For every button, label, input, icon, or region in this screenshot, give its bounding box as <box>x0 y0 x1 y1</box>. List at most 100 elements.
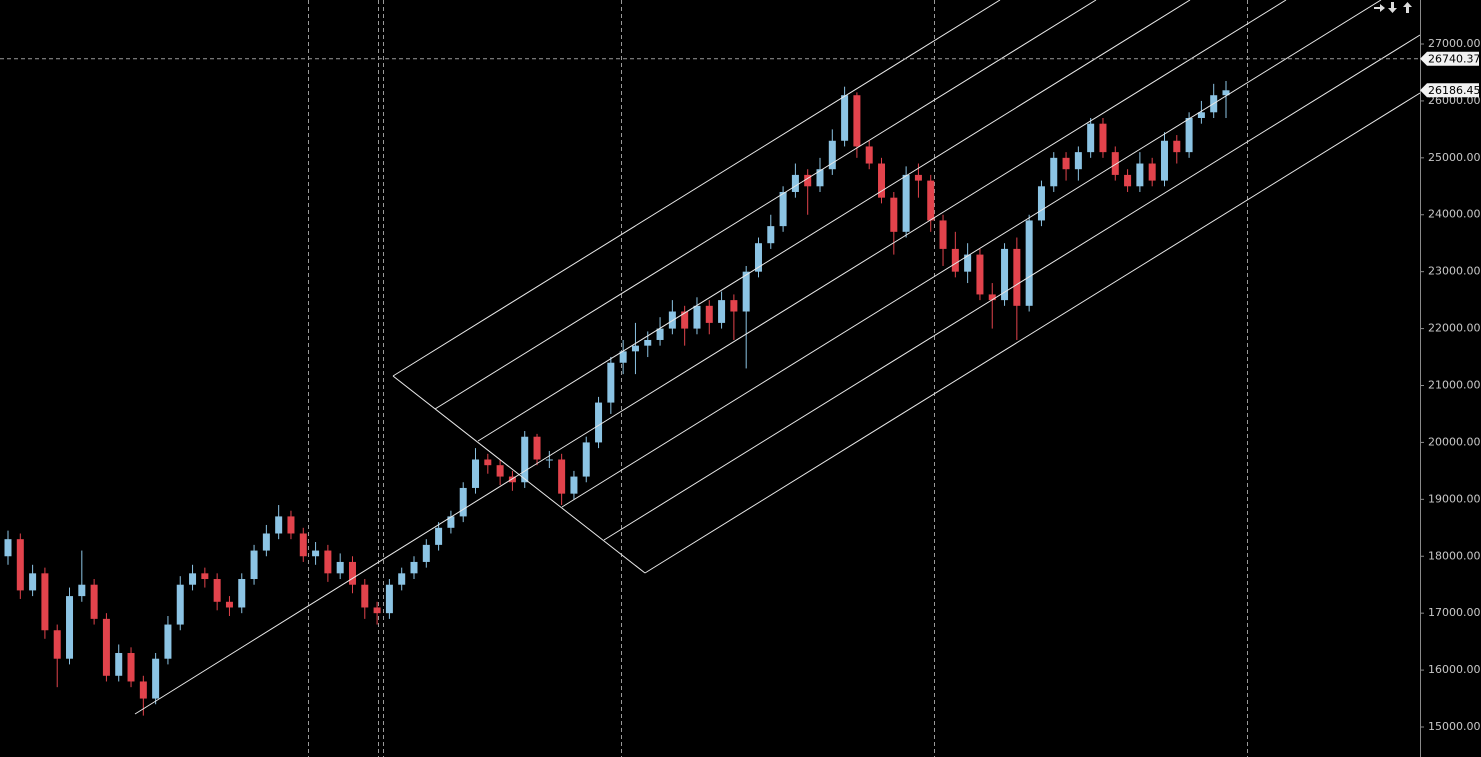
candle-body <box>373 607 381 614</box>
arrow-right[interactable] <box>1374 4 1385 12</box>
candle-body <box>53 630 61 659</box>
candle-body <box>299 533 307 557</box>
candle-body <box>225 601 233 608</box>
candle-body <box>558 459 566 494</box>
y-tick-label: 15000.00 <box>1428 720 1481 733</box>
candle-body <box>964 254 972 272</box>
candle-body <box>16 539 24 591</box>
candle-body <box>287 516 295 534</box>
candle-body <box>718 300 726 323</box>
candle-body <box>422 544 430 562</box>
candle-body <box>1050 157 1058 187</box>
candle-body <box>336 561 344 574</box>
candle-body <box>570 476 578 494</box>
candle-body <box>238 579 246 608</box>
candle-body <box>250 550 258 580</box>
candle-body <box>127 653 135 682</box>
candle-body <box>262 533 270 551</box>
candle-body <box>1111 152 1119 175</box>
candle-body <box>791 174 799 192</box>
candle-body <box>902 174 910 232</box>
candle-body <box>41 573 49 631</box>
candle-body <box>828 140 836 170</box>
candle-body <box>78 584 86 597</box>
candle-body <box>324 550 332 574</box>
candle-body <box>853 95 861 147</box>
candle-body <box>4 539 12 557</box>
candle-body <box>705 305 713 323</box>
candle-body <box>1074 152 1082 170</box>
candle-body <box>681 311 689 329</box>
candle-body <box>385 584 393 614</box>
candle-body <box>435 527 443 545</box>
pitchfork-line <box>561 0 1382 508</box>
candle-body <box>29 573 37 591</box>
candle-body <box>545 459 553 461</box>
candle-body <box>398 573 406 585</box>
pitchfork-line <box>392 0 1001 377</box>
y-tick-label: 25000.00 <box>1428 151 1481 164</box>
y-tick-label: 16000.00 <box>1428 663 1481 676</box>
candle-body <box>152 658 160 699</box>
candle-body <box>988 294 996 301</box>
candle-body <box>361 584 369 608</box>
candle-body <box>1148 163 1156 181</box>
candle-body <box>275 516 283 534</box>
candle-body <box>582 442 590 477</box>
candle-body <box>201 573 209 580</box>
candle-body <box>607 362 615 403</box>
candle-body <box>1037 186 1045 221</box>
candle-body <box>841 95 849 141</box>
price-axis-labels: 15000.00 16000.00 17000.00 18000.00 19000.00… <box>1420 37 1481 733</box>
candle-body <box>644 339 652 346</box>
candle-body <box>102 618 110 676</box>
candle-body <box>90 584 98 619</box>
y-tick-label: 24000.00 <box>1428 208 1481 221</box>
pitchfork-line <box>434 0 1097 410</box>
candle-body <box>816 169 824 187</box>
pitchfork-median <box>519 0 1287 475</box>
candle-body <box>348 561 356 585</box>
candle-body <box>176 584 184 625</box>
candle-body <box>631 345 639 352</box>
pitchfork-line <box>603 34 1421 541</box>
candle-body <box>533 436 541 460</box>
candle-body <box>447 516 455 528</box>
candle-body <box>976 254 984 295</box>
y-tick-label: 18000.00 <box>1428 549 1481 562</box>
candle-body <box>1099 123 1107 153</box>
pitchfork-line <box>477 0 1191 442</box>
candle-body <box>472 459 480 488</box>
candle-body <box>139 681 147 699</box>
candle-body <box>804 174 812 187</box>
y-tick-label: 22000.00 <box>1428 322 1481 335</box>
toolbar-arrows[interactable] <box>1374 2 1412 13</box>
arrow-down[interactable] <box>1388 2 1397 13</box>
candle-body <box>459 487 467 517</box>
candle-body <box>66 596 74 659</box>
y-tick-label: 19000.00 <box>1428 492 1481 505</box>
y-tick-label: 17000.00 <box>1428 606 1481 619</box>
crosshair-price-label: 26740.37 <box>1428 52 1481 65</box>
candle-body <box>1136 163 1144 187</box>
last-price-tag <box>1420 83 1479 98</box>
candle-body <box>754 243 762 272</box>
candle-body <box>508 476 516 483</box>
y-tick-label: 20000.00 <box>1428 435 1481 448</box>
candle-body <box>1185 117 1193 153</box>
arrow-up[interactable] <box>1403 2 1412 13</box>
last-price-label: 26186.45 <box>1428 84 1481 97</box>
candle-body <box>521 436 529 483</box>
candle-body <box>1197 112 1205 118</box>
candle-body <box>927 180 935 221</box>
y-tick-label: 27000.00 <box>1428 37 1481 50</box>
candle-body <box>312 550 320 557</box>
candle-body <box>1013 248 1021 306</box>
pitchfork[interactable] <box>134 0 1421 715</box>
candle-body <box>865 146 873 164</box>
candle-body <box>779 191 787 227</box>
candle-body <box>1001 248 1009 301</box>
candle-body <box>742 271 750 312</box>
candle-body <box>164 624 172 659</box>
